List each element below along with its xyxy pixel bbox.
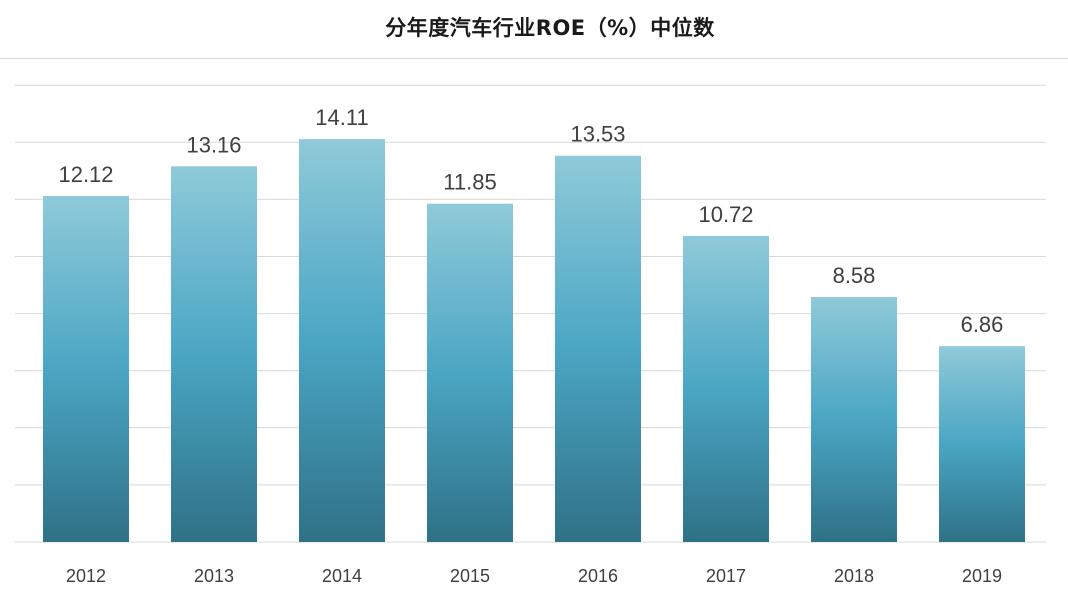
x-tick-label-2013: 2013 <box>194 566 234 586</box>
data-label-2012: 12.12 <box>58 162 113 187</box>
x-tick-label-2012: 2012 <box>66 566 106 586</box>
data-label-2019: 6.86 <box>961 312 1004 337</box>
chart-title: 分年度汽车行业ROE（%）中位数 <box>385 16 715 40</box>
bar-2012 <box>43 195 129 542</box>
data-label-2016: 13.53 <box>570 122 625 147</box>
bar-2015 <box>427 203 513 542</box>
data-labels: 12.12 13.16 14.11 11.85 13.53 10.72 8.58 6.86 <box>58 105 1003 337</box>
bar-2017 <box>683 235 769 542</box>
bar-2019 <box>939 346 1025 542</box>
bar-2014 <box>299 139 385 543</box>
bar-2018 <box>811 297 897 542</box>
x-tick-label-2014: 2014 <box>322 566 362 586</box>
x-tick-label-2019: 2019 <box>962 566 1002 586</box>
data-label-2018: 8.58 <box>833 263 876 288</box>
x-axis-tick-labels: 2012 2013 2014 2015 2016 2017 2018 2019 <box>66 566 1002 586</box>
data-label-2015: 11.85 <box>443 170 496 195</box>
data-label-2017: 10.72 <box>698 202 753 227</box>
data-label-2014: 14.11 <box>315 105 368 130</box>
bars <box>43 139 1025 543</box>
bar-2013 <box>171 166 257 543</box>
x-tick-label-2017: 2017 <box>706 566 746 586</box>
bar-2016 <box>555 155 641 542</box>
x-tick-label-2018: 2018 <box>834 566 874 586</box>
x-tick-label-2016: 2016 <box>578 566 618 586</box>
data-label-2013: 13.16 <box>186 132 241 157</box>
x-tick-label-2015: 2015 <box>450 566 490 586</box>
plot-area-frame <box>0 58 1068 597</box>
